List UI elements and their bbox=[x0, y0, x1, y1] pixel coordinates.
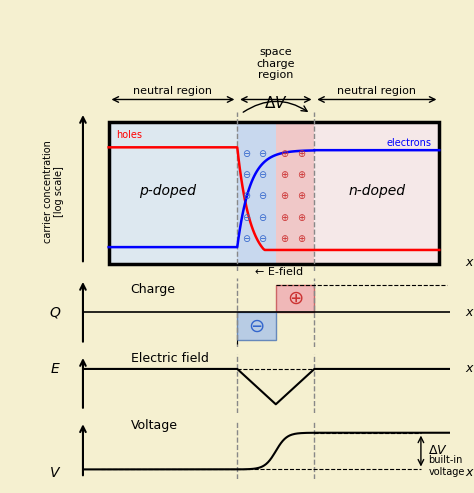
Bar bbox=[109, 122, 237, 264]
Text: $x$: $x$ bbox=[465, 256, 474, 269]
Bar bbox=[276, 285, 314, 313]
Text: $\ominus$: $\ominus$ bbox=[258, 147, 268, 159]
Text: $V$: $V$ bbox=[49, 466, 61, 480]
Text: $\oplus$: $\oplus$ bbox=[280, 169, 290, 180]
Text: Electric field: Electric field bbox=[131, 352, 209, 365]
Text: $\ominus$: $\ominus$ bbox=[242, 169, 251, 180]
Text: carrier concentration
[log scale]: carrier concentration [log scale] bbox=[43, 140, 64, 243]
Text: Voltage: Voltage bbox=[131, 419, 178, 432]
Text: $\ominus$: $\ominus$ bbox=[248, 317, 265, 336]
Text: $\oplus$: $\oplus$ bbox=[287, 289, 303, 308]
Bar bbox=[109, 122, 439, 264]
Text: neutral region: neutral region bbox=[134, 86, 212, 96]
Text: $\ominus$: $\ominus$ bbox=[258, 211, 268, 223]
Text: built-in
voltage: built-in voltage bbox=[428, 456, 465, 477]
Text: $x$: $x$ bbox=[465, 362, 474, 376]
Text: holes: holes bbox=[116, 130, 142, 140]
Text: neutral region: neutral region bbox=[337, 86, 416, 96]
Text: Charge: Charge bbox=[131, 283, 176, 296]
Text: $\Delta V$: $\Delta V$ bbox=[428, 444, 448, 457]
Text: p-doped: p-doped bbox=[139, 184, 196, 198]
Bar bbox=[314, 122, 439, 264]
Text: $\oplus$: $\oplus$ bbox=[297, 233, 306, 244]
Bar bbox=[276, 122, 314, 264]
Text: $\oplus$: $\oplus$ bbox=[280, 190, 290, 201]
Text: $\ominus$: $\ominus$ bbox=[258, 190, 268, 201]
Text: $\oplus$: $\oplus$ bbox=[297, 147, 306, 159]
Text: $\oplus$: $\oplus$ bbox=[297, 211, 306, 223]
Text: electrons: electrons bbox=[387, 138, 432, 147]
Text: $\oplus$: $\oplus$ bbox=[280, 147, 290, 159]
Text: $\oplus$: $\oplus$ bbox=[280, 233, 290, 244]
Bar bbox=[237, 122, 276, 264]
Text: $\ominus$: $\ominus$ bbox=[242, 147, 251, 159]
Text: $\ominus$: $\ominus$ bbox=[258, 233, 268, 244]
Text: ← E-field: ← E-field bbox=[255, 267, 303, 277]
Text: $\ominus$: $\ominus$ bbox=[242, 233, 251, 244]
Text: $\oplus$: $\oplus$ bbox=[280, 211, 290, 223]
Bar bbox=[237, 313, 276, 340]
Text: $Q$: $Q$ bbox=[48, 305, 61, 320]
Text: n-doped: n-doped bbox=[348, 184, 405, 198]
Text: $\ominus$: $\ominus$ bbox=[242, 211, 251, 223]
Text: $x$: $x$ bbox=[465, 466, 474, 479]
Text: $x$: $x$ bbox=[465, 306, 474, 319]
Text: $\ominus$: $\ominus$ bbox=[258, 169, 268, 180]
Text: $E$: $E$ bbox=[50, 362, 61, 376]
Text: $\oplus$: $\oplus$ bbox=[297, 169, 306, 180]
Text: $\Delta V$: $\Delta V$ bbox=[264, 95, 288, 110]
Text: $\oplus$: $\oplus$ bbox=[297, 190, 306, 201]
Text: space
charge
region: space charge region bbox=[256, 47, 295, 80]
Text: $\ominus$: $\ominus$ bbox=[242, 190, 251, 201]
